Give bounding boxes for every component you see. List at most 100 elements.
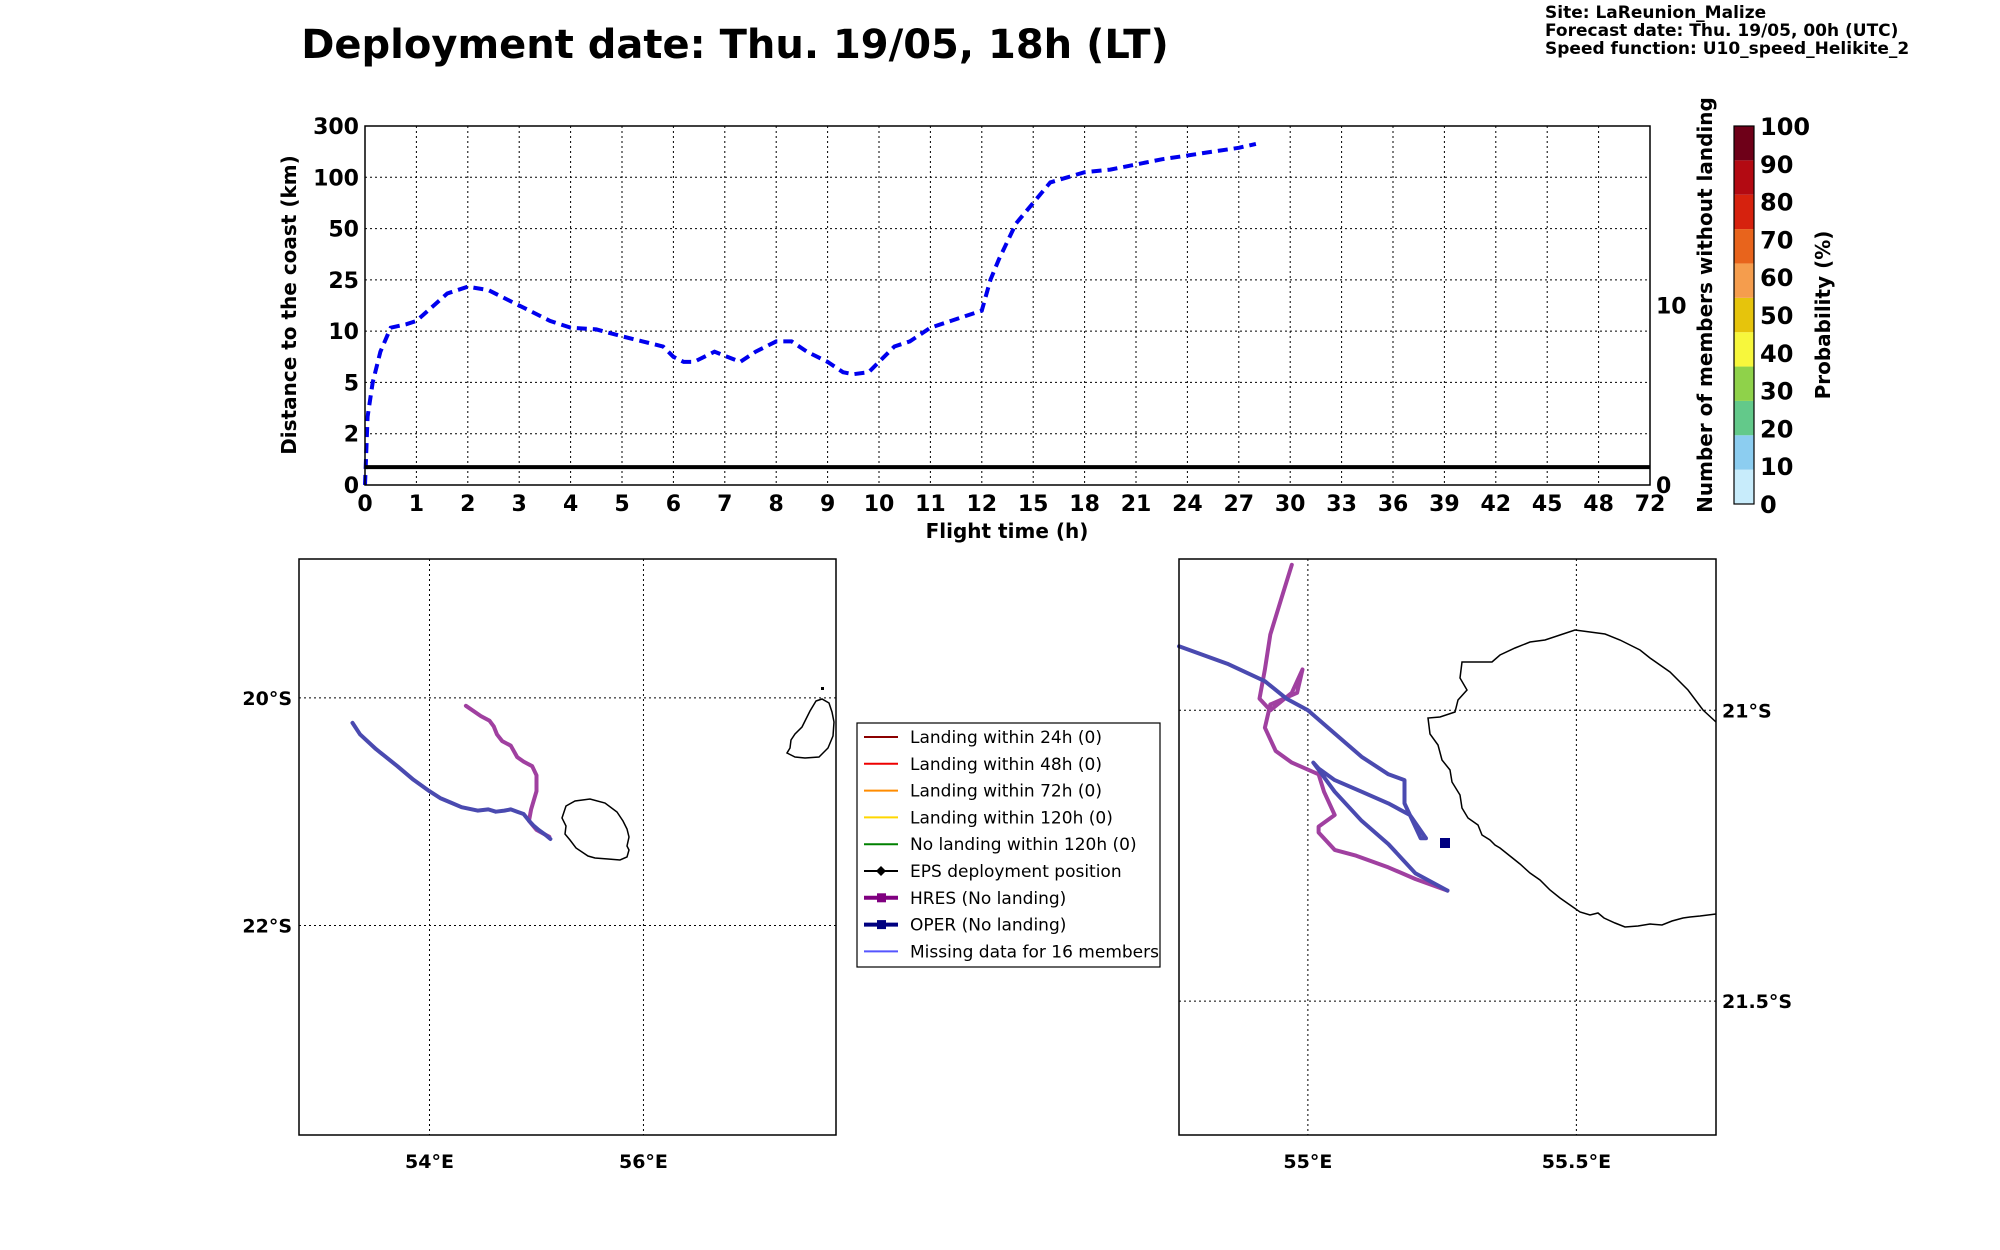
legend-label: HRES (No landing) (910, 889, 1066, 909)
y2-axis-ticks: 0 10 (1656, 295, 1687, 500)
map-marker-small (821, 687, 824, 690)
colorbar-tick-label: 100 (1760, 113, 1810, 141)
zoom-map-grid (1179, 559, 1716, 1135)
legend-items: Landing within 24h (0) Landing within 48h… (864, 728, 1159, 962)
probability-colorbar: 0 10 20 30 40 50 60 70 80 90 100 Probability (%) (1733, 113, 1835, 519)
colorbar-tick-label: 80 (1760, 189, 1793, 217)
legend-label: OPER (No landing) (910, 916, 1066, 936)
zoom-map-tracks (1177, 562, 1450, 893)
legend-label: EPS deployment position (910, 862, 1122, 882)
legend-marker-square (877, 920, 886, 930)
x-tick-label: 18 (1069, 492, 1100, 517)
colorbar-tick-label: 20 (1760, 415, 1793, 443)
overview-map: 54°E 56°E 20°S 22°S (242, 558, 837, 1173)
legend-marker-square (877, 893, 886, 903)
y2-axis-label: Number of members without landing (1693, 97, 1717, 513)
hres-track (463, 703, 552, 839)
x-tick-label: 45 (1532, 492, 1563, 517)
legend-item: HRES (No landing) (864, 889, 1066, 909)
x-tick-label: 24 (1172, 492, 1203, 517)
colorbar-cell (1734, 435, 1754, 470)
legend-item: Landing within 72h (0) (864, 782, 1102, 802)
colorbar-cell (1734, 160, 1754, 195)
y-tick-label: 100 (313, 166, 359, 191)
colorbar-tick-label: 60 (1760, 264, 1793, 292)
x-tick-label: 10 (864, 492, 895, 517)
legend-label: Landing within 120h (0) (910, 808, 1113, 828)
forecast-date-info: Forecast date: Thu. 19/05, 00h (UTC) (1545, 21, 1898, 41)
x-tick-label: 2 (460, 492, 475, 517)
longitude-label: 55°E (1283, 1151, 1332, 1173)
longitude-label: 55.5°E (1542, 1151, 1611, 1173)
x-tick-label: 27 (1223, 492, 1254, 517)
y-tick-label: 5 (344, 371, 359, 396)
colorbar-cell (1734, 297, 1754, 333)
x-tick-label: 33 (1326, 492, 1357, 517)
site-info: Site: LaReunion_Malize (1545, 3, 1766, 23)
y2-tick-label: 0 (1656, 474, 1671, 499)
colorbar-label: Probability (%) (1811, 231, 1835, 400)
x-tick-label: 30 (1275, 492, 1306, 517)
hres-track (1257, 562, 1450, 893)
y-tick-label: 300 (313, 115, 359, 140)
colorbar-ticks: 0 10 20 30 40 50 60 70 80 90 100 (1760, 113, 1810, 519)
x-tick-label: 39 (1429, 492, 1460, 517)
x-axis-ticks: 0 1 2 3 4 5 6 7 8 9 10 11 12 15 18 21 24 27 30 33 36 39 42 45 48… (357, 492, 1665, 517)
latitude-label: 21°S (1722, 700, 1772, 722)
colorbar-tick-label: 0 (1760, 491, 1777, 519)
latitude-label: 21.5°S (1722, 991, 1792, 1013)
x-tick-label: 11 (915, 492, 946, 517)
x-tick-label: 5 (614, 492, 629, 517)
legend-item: Landing within 48h (0) (864, 755, 1102, 775)
figure-title: Deployment date: Thu. 19/05, 18h (LT) (301, 22, 1169, 68)
overview-map-grid (299, 559, 836, 1135)
distance-chart-frame (364, 125, 1651, 486)
legend-item: Missing data for 16 members (864, 942, 1159, 962)
colorbar-cell (1734, 400, 1754, 436)
oper-track (350, 720, 553, 841)
colorbar-cell (1734, 194, 1754, 230)
x-tick-label: 42 (1480, 492, 1511, 517)
longitude-label: 56°E (619, 1151, 668, 1173)
legend-label: Landing within 72h (0) (910, 782, 1102, 802)
colorbar-tick-label: 30 (1760, 378, 1793, 406)
distance-chart-grid (364, 125, 1651, 486)
tracks-legend: Landing within 24h (0) Landing within 48h… (856, 722, 1161, 968)
reunion-coastline-zoom (1427, 629, 1717, 928)
legend-label: Landing within 24h (0) (910, 728, 1102, 748)
distance-chart: 0 1 2 3 4 5 6 7 8 9 10 11 12 15 18 21 24 27 30 33 36 39 42 45 48… (277, 97, 1717, 543)
x-tick-label: 21 (1121, 492, 1152, 517)
x-tick-label: 72 (1635, 492, 1666, 517)
latitude-label: 22°S (242, 916, 292, 938)
oper-track (1177, 644, 1450, 893)
overview-map-tracks (350, 703, 553, 841)
legend-item: EPS deployment position (864, 862, 1122, 882)
x-tick-label: 4 (563, 492, 578, 517)
legend-frame (856, 722, 1161, 968)
colorbar-cells (1734, 126, 1754, 504)
y-tick-label: 50 (328, 218, 359, 243)
legend-label: Landing within 48h (0) (910, 755, 1102, 775)
x-tick-label: 36 (1378, 492, 1409, 517)
legend-marker-diamond (876, 866, 886, 876)
x-tick-label: 15 (1018, 492, 1049, 517)
colorbar-frame (1733, 125, 1755, 505)
colorbar-tick-label: 10 (1760, 453, 1793, 481)
overview-map-labels: 54°E 56°E 20°S 22°S (242, 688, 668, 1173)
zoom-map-labels: 55°E 55.5°E 21°S 21.5°S (1283, 700, 1792, 1173)
zoom-map: 55°E 55.5°E 21°S 21.5°S (1177, 558, 1792, 1173)
colorbar-tick-label: 70 (1760, 226, 1793, 254)
x-tick-label: 6 (666, 492, 681, 517)
legend-label: Missing data for 16 members (910, 942, 1159, 962)
latitude-label: 20°S (242, 688, 292, 710)
y-axis-label: Distance to the coast (km) (277, 155, 301, 455)
y-tick-label: 25 (328, 269, 359, 294)
x-tick-label: 1 (409, 492, 424, 517)
colorbar-cell (1734, 263, 1754, 298)
colorbar-cell (1734, 332, 1754, 367)
speed-function-info: Speed function: U10_speed_Helikite_2 (1545, 39, 1909, 59)
x-tick-label: 7 (717, 492, 732, 517)
colorbar-cell (1734, 366, 1754, 401)
x-axis-label: Flight time (h) (926, 519, 1089, 543)
